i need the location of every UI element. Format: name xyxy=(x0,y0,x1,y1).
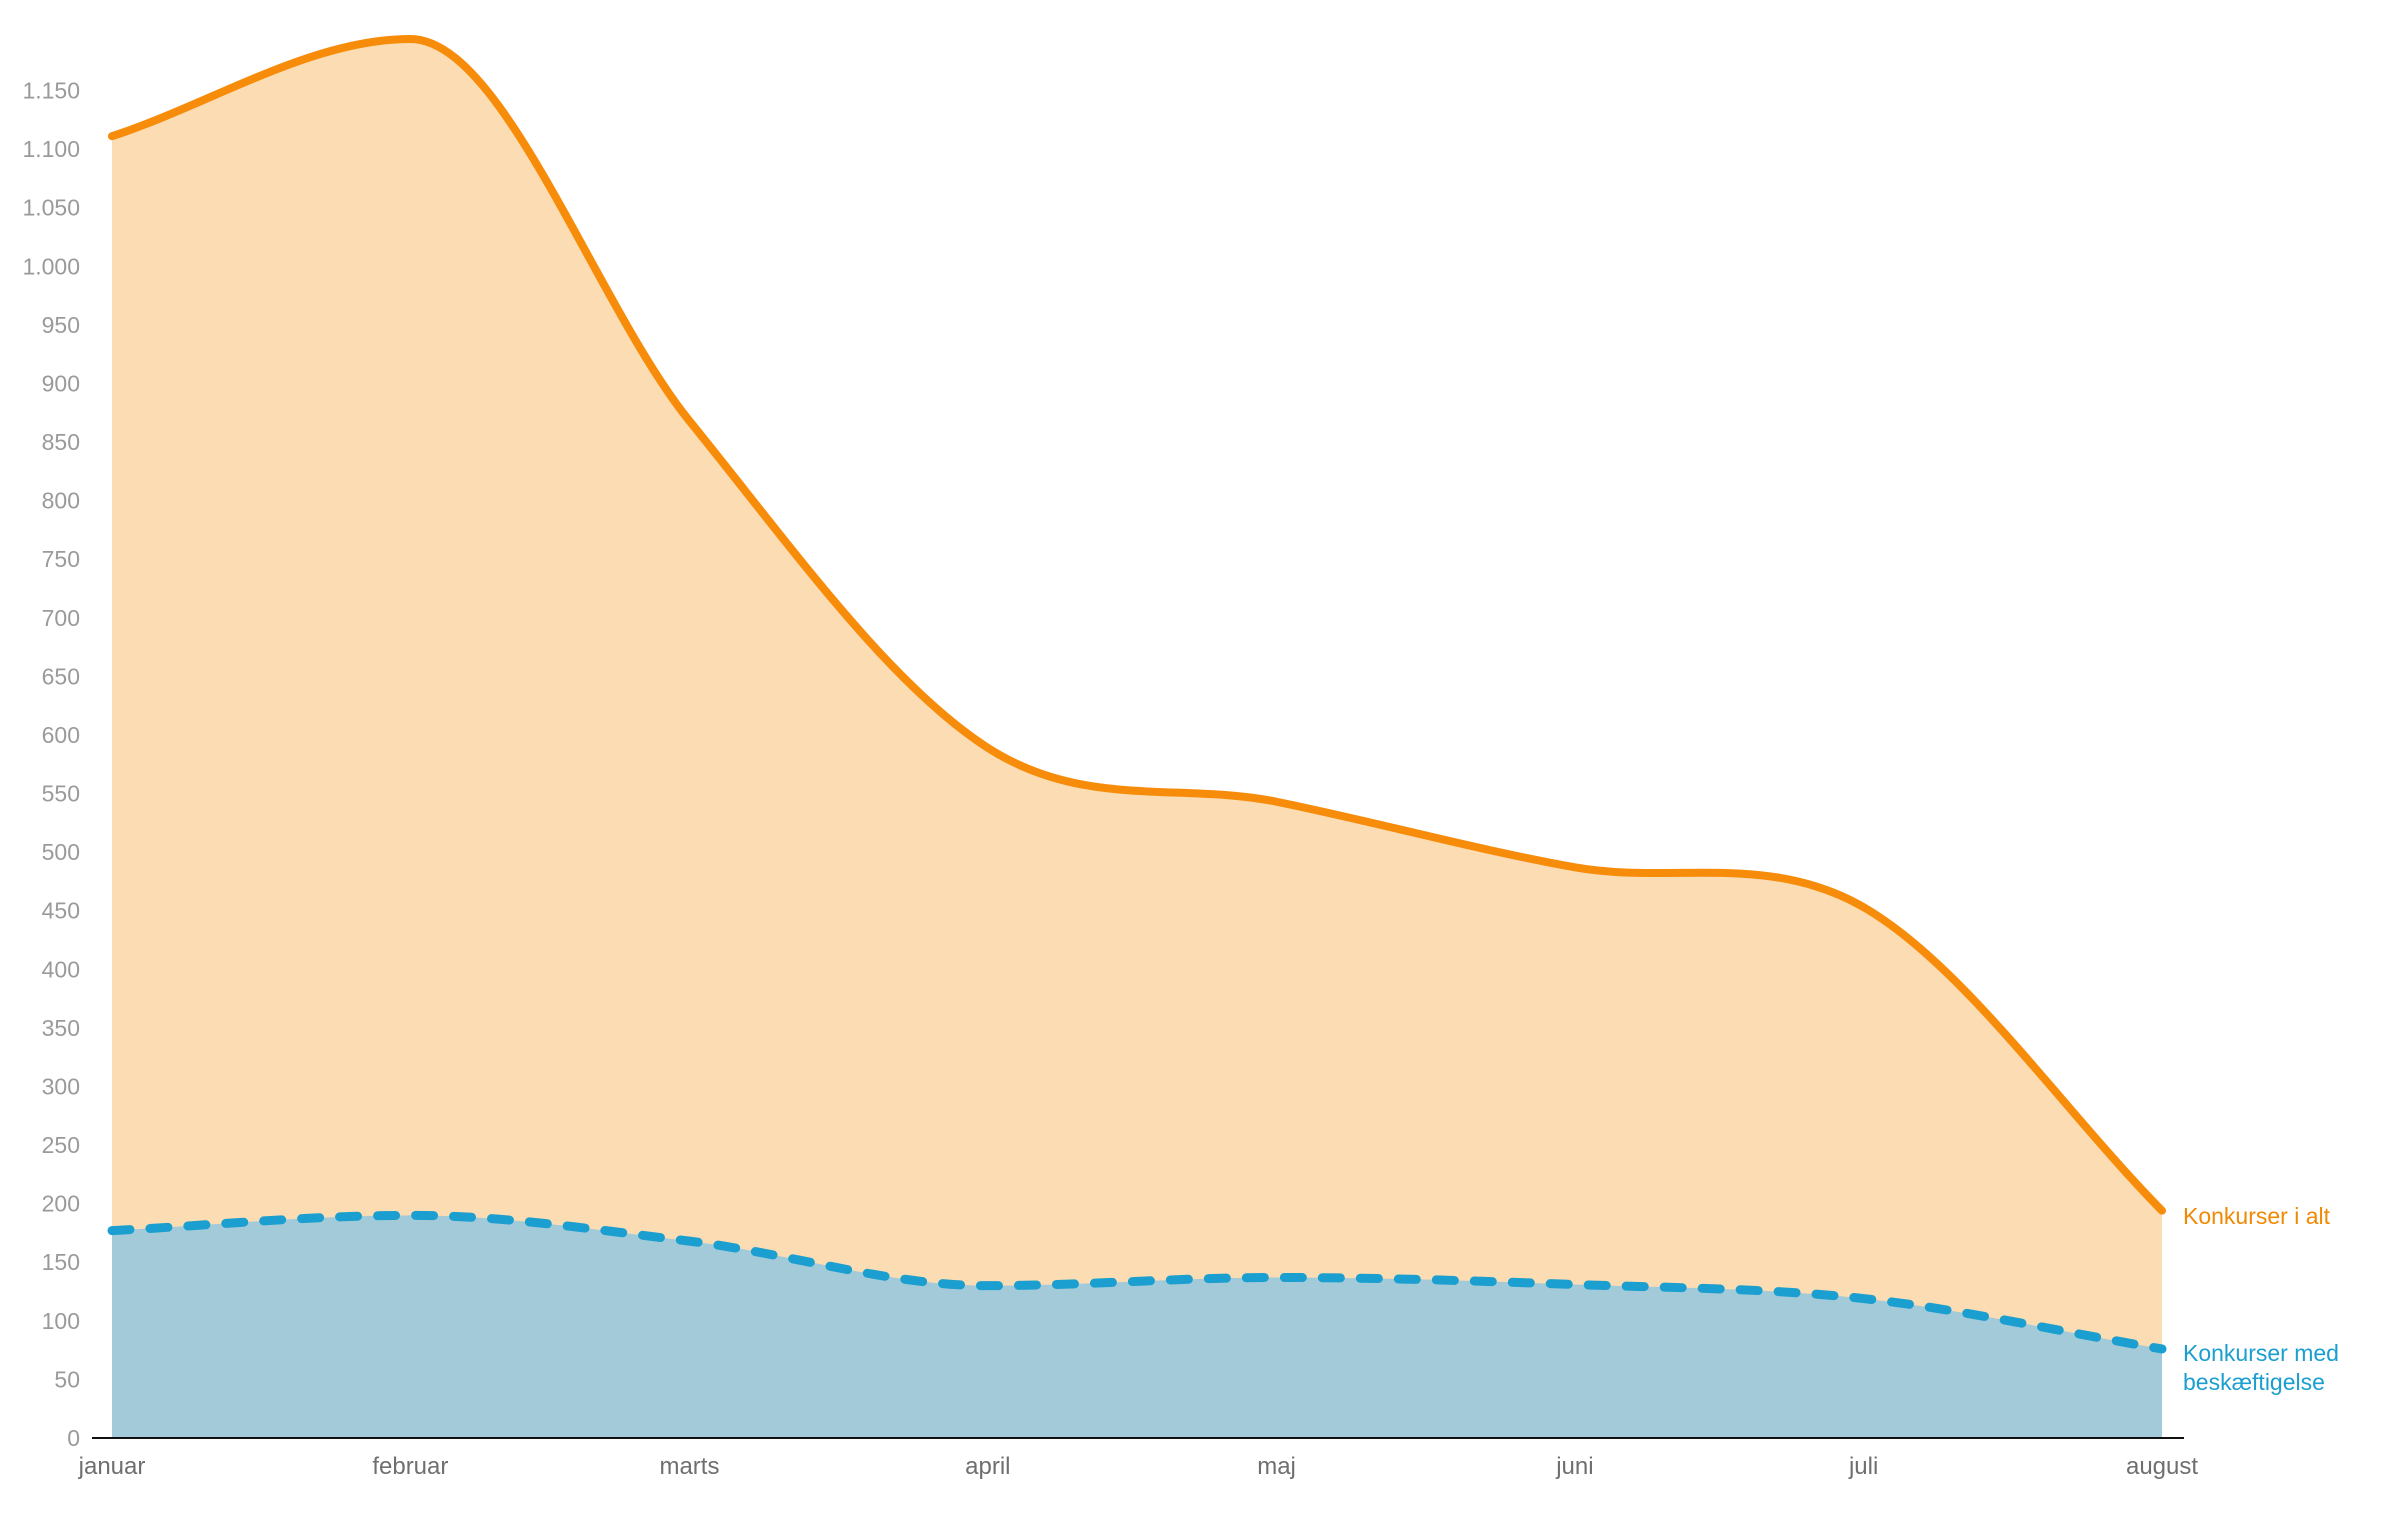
x-axis: januar februar marts april maj juni juli august xyxy=(78,1453,2199,1480)
y-axis: 0 50 100 150 200 250 300 350 400 450 500 550 600 650 7… xyxy=(22,78,80,1452)
series-area-0 xyxy=(112,38,2162,1438)
x-tick-label: marts xyxy=(659,1453,719,1480)
series-line-1 xyxy=(107,1210,2167,1354)
x-tick-label: februar xyxy=(372,1453,448,1480)
series-area-1 xyxy=(112,1215,2162,1438)
y-tick-label: 0 xyxy=(67,1425,80,1451)
y-tick-label: 750 xyxy=(42,546,80,572)
y-tick-label: 650 xyxy=(42,663,80,689)
y-tick-label: 1.000 xyxy=(22,253,80,279)
y-tick-label: 400 xyxy=(42,956,80,982)
y-tick-label: 800 xyxy=(42,488,80,514)
y-tick-label: 1.150 xyxy=(22,78,80,104)
y-tick-label: 50 xyxy=(54,1366,80,1392)
y-tick-label: 550 xyxy=(42,781,80,807)
y-tick-label: 350 xyxy=(42,1015,80,1041)
series-label-employment: Konkurser med beskæftigelse xyxy=(2183,1340,2345,1395)
y-tick-label: 250 xyxy=(42,1132,80,1158)
y-tick-label: 450 xyxy=(42,898,80,924)
y-tick-label: 700 xyxy=(42,605,80,631)
x-tick-label: januar xyxy=(78,1453,146,1480)
y-tick-label: 600 xyxy=(42,722,80,748)
y-tick-label: 300 xyxy=(42,1073,80,1099)
series-label-total: Konkurser i alt xyxy=(2183,1203,2331,1229)
series-line-0 xyxy=(108,34,2166,1215)
y-tick-label: 500 xyxy=(42,839,80,865)
y-tick-label: 200 xyxy=(42,1191,80,1217)
x-tick-label: april xyxy=(965,1453,1010,1480)
y-tick-label: 1.100 xyxy=(22,136,80,162)
x-tick-label: maj xyxy=(1257,1453,1296,1480)
y-tick-label: 950 xyxy=(42,312,80,338)
x-tick-label: august xyxy=(2126,1453,2198,1480)
x-tick-label: juli xyxy=(1848,1453,1878,1480)
y-tick-label: 900 xyxy=(42,370,80,396)
y-tick-label: 1.050 xyxy=(22,195,80,221)
y-tick-label: 100 xyxy=(42,1308,80,1334)
x-tick-label: juni xyxy=(1555,1453,1593,1480)
y-tick-label: 850 xyxy=(42,429,80,455)
y-tick-label: 150 xyxy=(42,1249,80,1275)
